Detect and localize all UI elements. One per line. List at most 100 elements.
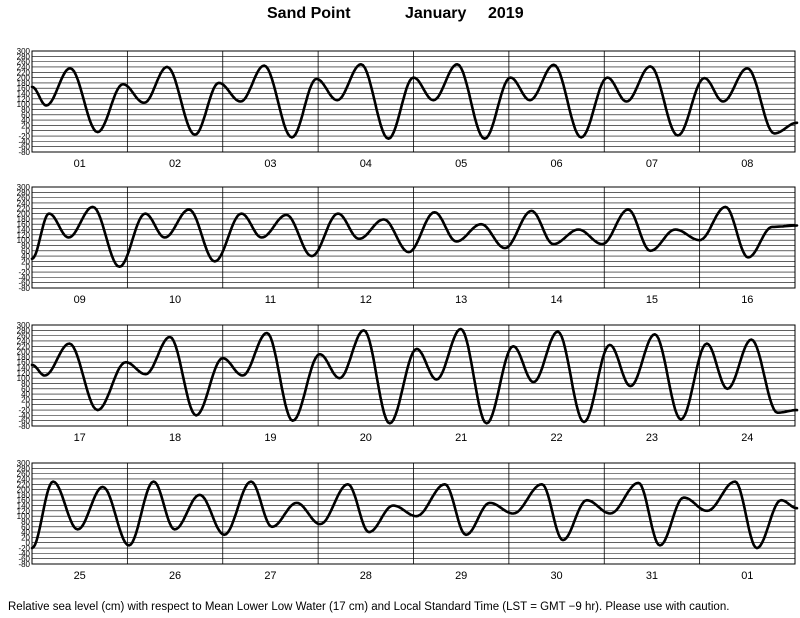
y-tick-label: 200 [17,74,31,83]
y-tick-label: 300 [17,321,31,330]
day-label: 09 [74,294,86,306]
y-tick-label: -80 [18,422,30,431]
chart-title: Sand Point January 2019 [0,5,800,29]
y-tick-label: 140 [17,226,31,235]
y-tick-label: 160 [17,358,31,367]
day-label: 13 [455,294,467,306]
y-tick-label: 20 [21,533,30,542]
day-label: 30 [550,570,562,582]
y-tick-label: -80 [18,560,30,569]
y-tick-label: 180 [17,491,31,500]
footer-note: Relative sea level (cm) with respect to … [8,601,730,613]
y-tick-label: 80 [21,379,30,388]
y-tick-label: 80 [21,517,30,526]
y-tick-label: 120 [17,95,31,104]
y-tick-label: 100 [17,512,31,521]
day-label: 27 [264,570,276,582]
day-label: 18 [169,432,181,444]
y-tick-label: 40 [21,528,30,537]
title-month: January [405,5,467,22]
y-tick-label: 20 [21,395,30,404]
y-tick-label: 240 [17,475,31,484]
y-tick-label: 60 [21,247,30,256]
y-tick-label: 160 [17,220,31,229]
y-tick-label: -40 [18,549,30,558]
panel-frame [31,462,796,565]
panel-frame [31,324,796,427]
y-tick-label: 0 [26,263,31,272]
day-label: 08 [741,158,753,170]
y-tick-label: 140 [17,90,31,99]
day-label: 22 [550,432,562,444]
y-tick-label: 220 [17,342,31,351]
y-tick-label: 120 [17,507,31,516]
y-tick-label: 220 [17,204,31,213]
y-tick-label: 60 [21,523,30,532]
day-label: 15 [646,294,658,306]
y-tick-label: 260 [17,332,31,341]
y-tick-label: 280 [17,326,31,335]
y-tick-label: 240 [17,199,31,208]
day-label: 19 [264,432,276,444]
day-label: 29 [455,570,467,582]
y-tick-label: 220 [17,68,31,77]
y-tick-label: 280 [17,464,31,473]
y-tick-label: -20 [18,406,30,415]
day-label: 11 [265,294,276,306]
y-tick-label: -20 [18,544,30,553]
y-tick-label: 300 [17,183,31,192]
day-label: 12 [360,294,372,306]
panel-frame [31,186,796,289]
day-label: 31 [646,570,658,582]
day-label: 10 [169,294,181,306]
y-tick-label: 100 [17,236,31,245]
day-label: 20 [360,432,372,444]
y-tick-label: 160 [17,84,31,93]
y-tick-label: -40 [18,137,30,146]
y-tick-label: 300 [17,47,31,56]
y-tick-label: 280 [17,188,31,197]
y-tick-label: -60 [18,143,30,152]
y-tick-label: -40 [18,273,30,282]
y-tick-label: 240 [17,63,31,72]
y-tick-label: -80 [18,148,30,157]
y-tick-label: 0 [26,127,31,136]
y-tick-label: 280 [17,52,31,61]
y-tick-label: 40 [21,390,30,399]
day-label: 23 [646,432,658,444]
day-label: 01 [74,158,86,170]
y-tick-label: 40 [21,252,30,261]
day-label: 01 [741,570,753,582]
y-tick-label: 160 [17,496,31,505]
day-label: 28 [360,570,372,582]
day-label: 21 [455,432,467,444]
y-tick-label: 200 [17,486,31,495]
y-tick-label: 180 [17,215,31,224]
day-label: 25 [74,570,86,582]
day-label: 03 [264,158,276,170]
y-tick-label: 80 [21,105,30,114]
y-tick-label: 60 [21,385,30,394]
y-tick-label: 40 [21,116,30,125]
y-tick-label: 300 [17,459,31,468]
y-tick-label: 80 [21,241,30,250]
tide-curve-line [30,205,799,269]
day-label: 16 [741,294,753,306]
tide-curve-line [30,480,799,550]
y-tick-label: -20 [18,132,30,141]
y-tick-label: 260 [17,58,31,67]
y-tick-label: 140 [17,502,31,511]
y-tick-label: -60 [18,417,30,426]
y-tick-label: 60 [21,111,30,120]
day-label: 26 [169,570,181,582]
y-tick-label: -40 [18,411,30,420]
y-tick-label: 120 [17,231,31,240]
y-tick-label: -60 [18,279,30,288]
day-label: 06 [550,158,562,170]
y-tick-label: 120 [17,369,31,378]
y-tick-label: 200 [17,348,31,357]
y-tick-label: -80 [18,284,30,293]
day-label: 17 [74,432,86,444]
y-tick-label: 0 [26,539,31,548]
